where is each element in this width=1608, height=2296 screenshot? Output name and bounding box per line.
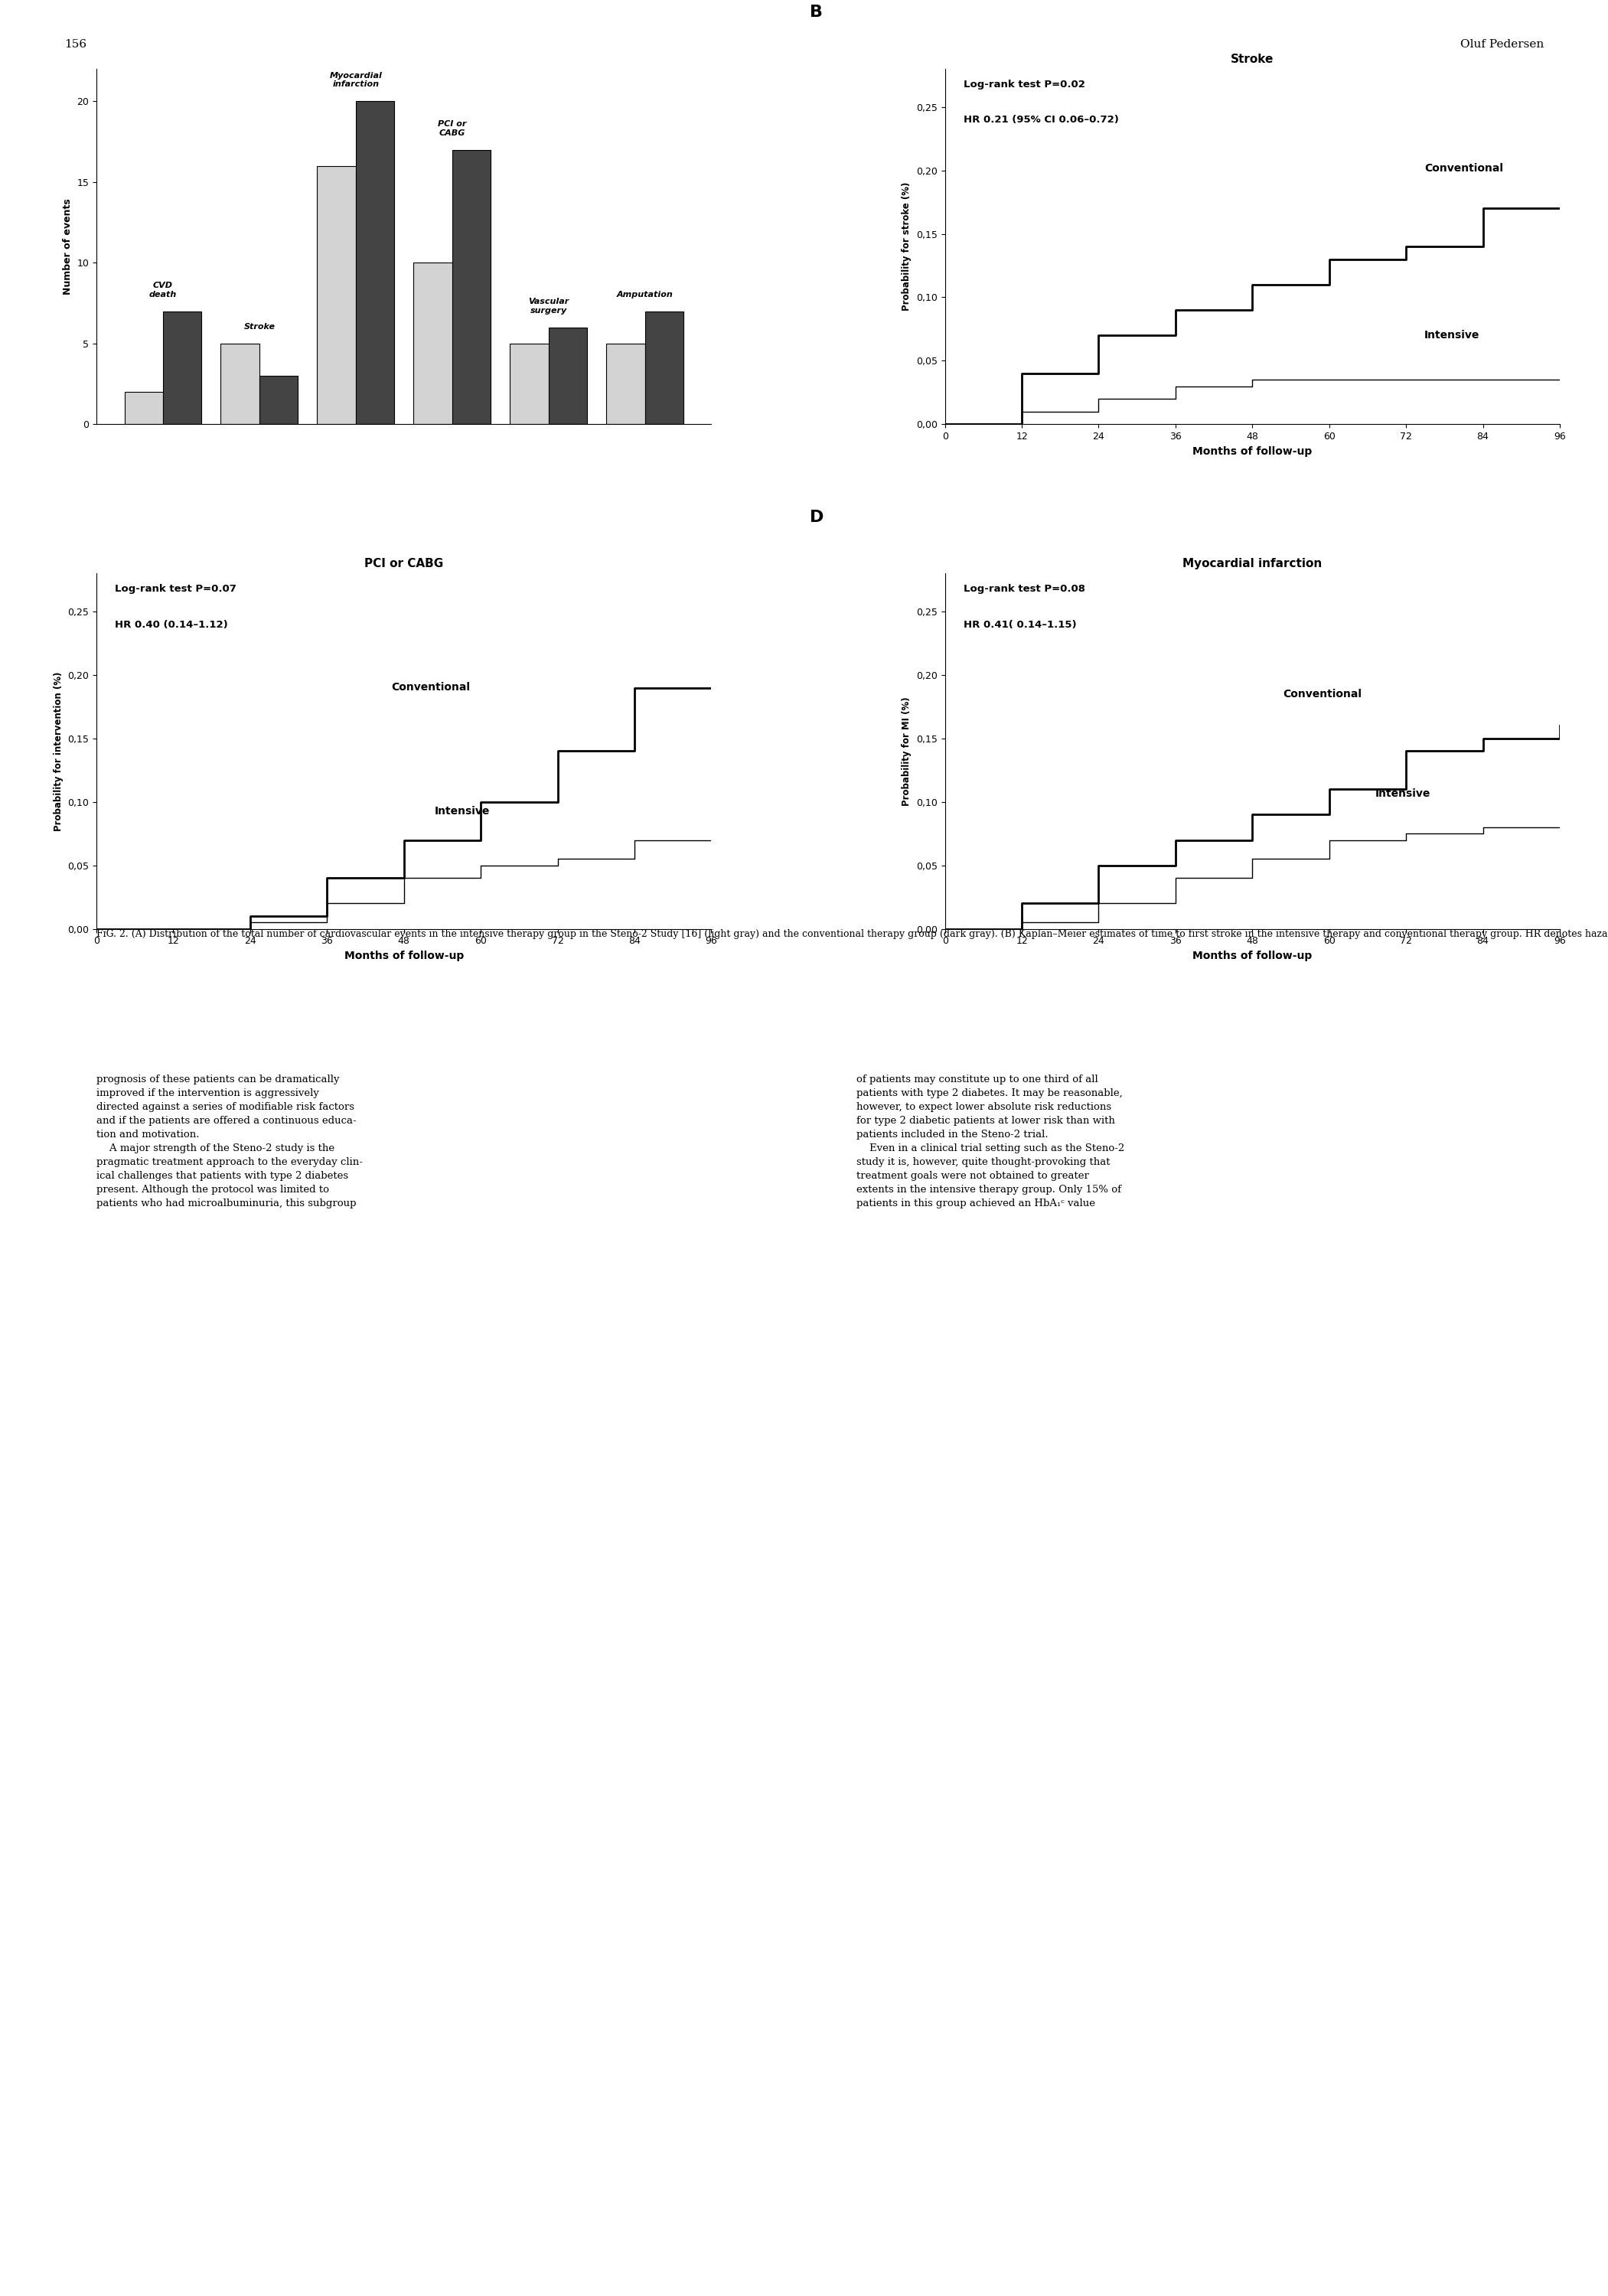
Y-axis label: Number of events: Number of events: [63, 197, 72, 294]
X-axis label: Months of follow-up: Months of follow-up: [1193, 445, 1312, 457]
Bar: [355, 101, 394, 425]
Text: Amputation: Amputation: [616, 292, 674, 298]
Title: Myocardial infarction: Myocardial infarction: [1182, 558, 1322, 569]
Text: prognosis of these patients can be dramatically
improved if the intervention is : prognosis of these patients can be drama…: [96, 1075, 363, 1208]
Text: Log-rank test P=0.07: Log-rank test P=0.07: [114, 583, 236, 595]
Text: B: B: [810, 5, 823, 21]
Text: Conventional: Conventional: [1283, 689, 1362, 700]
Text: Oluf Pedersen: Oluf Pedersen: [1460, 39, 1544, 51]
Text: Intensive: Intensive: [1375, 788, 1431, 799]
Bar: [124, 393, 162, 425]
Text: HR 0.40 (0.14–1.12): HR 0.40 (0.14–1.12): [114, 620, 228, 629]
Text: Log-rank test P=0.08: Log-rank test P=0.08: [963, 583, 1085, 595]
Bar: [645, 312, 683, 425]
Bar: [548, 328, 587, 425]
Bar: [220, 344, 259, 425]
Text: Stroke: Stroke: [244, 324, 275, 331]
Text: Myocardial
infarction: Myocardial infarction: [330, 71, 383, 87]
Y-axis label: Probability for stroke (%): Probability for stroke (%): [902, 181, 912, 310]
Bar: [452, 149, 490, 425]
X-axis label: Months of follow-up: Months of follow-up: [1193, 951, 1312, 962]
Bar: [606, 344, 645, 425]
Bar: [259, 377, 297, 425]
Text: HR 0.41( 0.14–1.15): HR 0.41( 0.14–1.15): [963, 620, 1076, 629]
Text: Intensive: Intensive: [1425, 331, 1479, 340]
Text: Intensive: Intensive: [434, 806, 490, 817]
Y-axis label: Probability for MI (%): Probability for MI (%): [902, 696, 912, 806]
Title: PCI or CABG: PCI or CABG: [365, 558, 444, 569]
Text: PCI or
CABG: PCI or CABG: [437, 119, 466, 138]
Text: Log-rank test P=0.02: Log-rank test P=0.02: [963, 80, 1085, 90]
Bar: [510, 344, 548, 425]
Text: D: D: [810, 510, 823, 526]
Title: Stroke: Stroke: [1230, 53, 1274, 64]
Text: CVD
death: CVD death: [150, 282, 177, 298]
Text: FɪG. 2. (A) Distribution of the total number of cardiovascular events in the int: FɪG. 2. (A) Distribution of the total nu…: [96, 930, 1608, 939]
Y-axis label: Probability for intervention (%): Probability for intervention (%): [53, 670, 63, 831]
Text: Conventional: Conventional: [1425, 163, 1503, 174]
Bar: [317, 165, 355, 425]
Text: Conventional: Conventional: [392, 682, 471, 693]
Text: of patients may constitute up to one third of all
patients with type 2 diabetes.: of patients may constitute up to one thi…: [855, 1075, 1124, 1208]
Bar: [413, 262, 452, 425]
X-axis label: Months of follow-up: Months of follow-up: [344, 951, 463, 962]
Bar: [162, 312, 201, 425]
Text: HR 0.21 (95% CI 0.06–0.72): HR 0.21 (95% CI 0.06–0.72): [963, 115, 1119, 124]
Text: Vascular
surgery: Vascular surgery: [527, 298, 569, 315]
Text: 156: 156: [64, 39, 87, 51]
